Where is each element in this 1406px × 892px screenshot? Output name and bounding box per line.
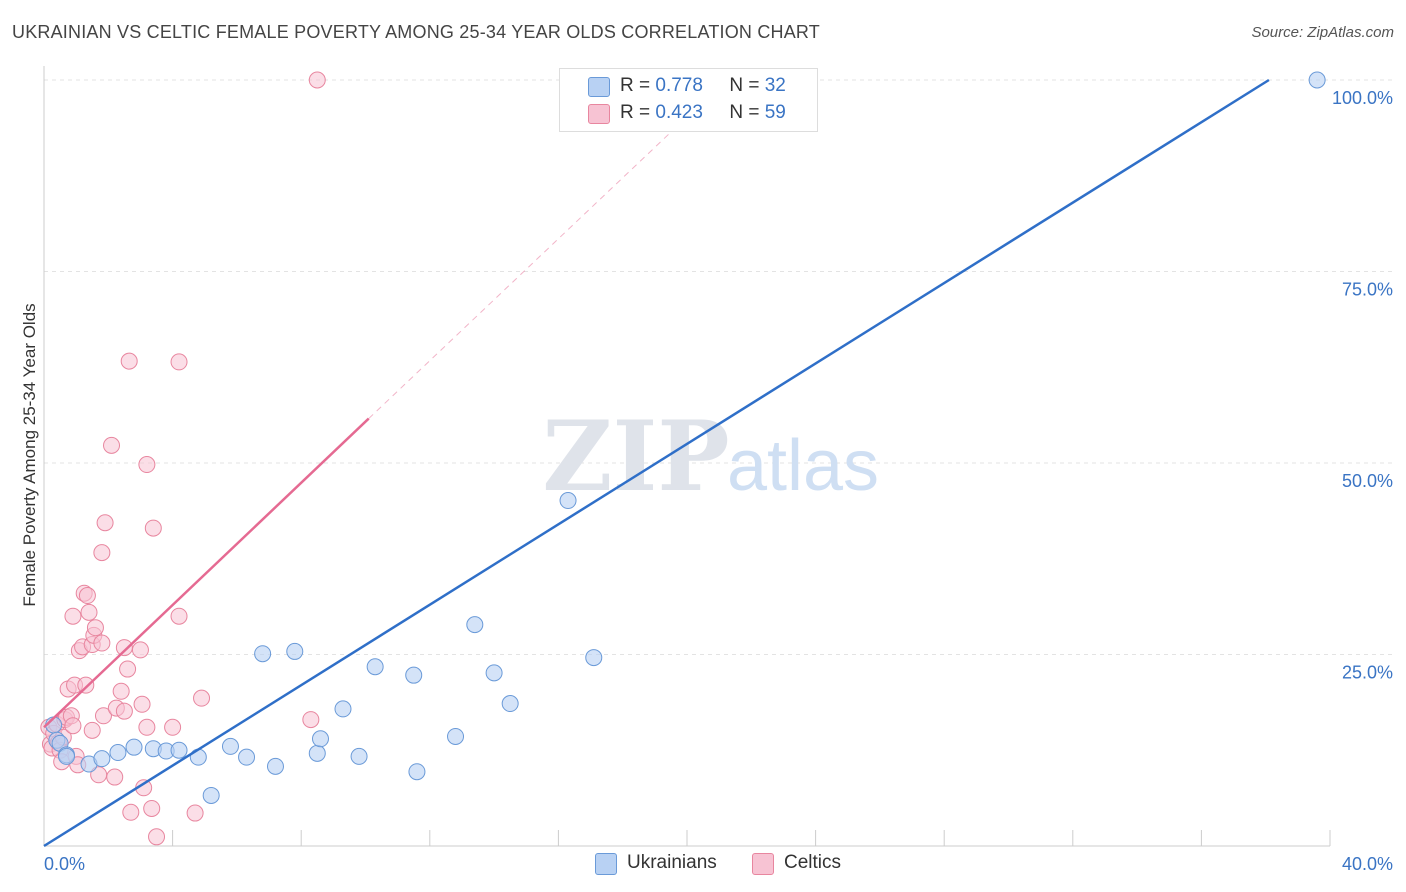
ukrainians-point [109,744,127,762]
celtics-point [103,436,121,454]
cel-n-label: N = [729,102,760,123]
celtics-point [78,587,96,605]
source-label: Source: ZipAtlas.com [1251,24,1394,41]
ukrainians-point [334,700,352,718]
correlation-legend: R = 0.778 N = 32 R = 0.423 N = 59 [559,68,818,132]
celtics-point [86,619,104,637]
celtics-point [93,544,111,562]
grid-lines [44,79,1392,655]
chart-title: UKRAINIAN VS CELTIC FEMALE POVERTY AMONG… [12,22,821,42]
ukrainians-legend-swatch [595,853,617,875]
celtics-point [77,676,95,694]
celtics-point [122,803,140,821]
celtics-point [170,353,188,371]
celtics-point [64,607,82,625]
y-tick-label: 25.0% [1342,663,1393,683]
trend-lines [43,78,1270,848]
ukr-r-label: R = [620,75,651,96]
celtics-trend-line [43,417,370,729]
tick-labels: 25.0% 50.0% 75.0% 100.0% 0.0% 40.0% [44,88,1393,874]
celtics-point [112,682,130,700]
ukrainians-point [238,748,256,766]
celtics-point [302,711,320,729]
celtics-point [93,634,111,652]
ukrainians-point [447,727,465,745]
celtics-point [186,804,204,822]
ukrainians-point [202,786,220,804]
axes [43,66,1331,847]
ukrainians-point [93,750,111,768]
ukrainians-point [125,738,143,756]
celtics-point [138,456,156,474]
ukrainians-legend-label: Ukrainians [627,852,717,873]
cel-r-value: 0.423 [655,102,703,123]
cel-r-label: R = [620,102,651,123]
celtics-point [308,71,326,89]
ukrainians-point [308,744,326,762]
celtics-point [193,689,211,707]
watermark: ZIP atlas [542,400,879,513]
celtics-point [170,607,188,625]
celtics-point [96,514,114,532]
celtics-point [143,799,161,817]
y-tick-label: 75.0% [1342,280,1393,300]
ukr-n-label: N = [729,75,760,96]
celtics-point [106,768,124,786]
celtics-legend-label: Celtics [784,852,842,873]
ukrainians-point [408,763,426,781]
ukrainians-point [501,695,519,713]
celtics-point [119,660,137,678]
celtics-point [83,721,101,739]
ukrainians-point [286,642,304,660]
ukrainians-point [485,664,503,682]
ukrainians-point [254,645,272,663]
celtics-points [40,71,326,846]
ukrainians-point [405,666,423,684]
ukrainians-point [311,730,329,748]
y-tick-label: 100.0% [1332,88,1393,108]
celtics-point [80,603,98,621]
celtics-point [144,519,162,537]
celtics-point [115,702,133,720]
ukr-n-value: 32 [764,75,786,96]
celtics-swatch [588,104,610,124]
ukrainians-point [366,658,384,676]
x-tick-label: 40.0% [1342,854,1393,874]
celtics-point [131,641,149,659]
watermark-atlas: atlas [727,426,879,506]
ukrainians-point [266,757,284,775]
ukrainians-swatch [588,77,610,97]
celtics-trend-extension [368,131,672,419]
ukrainians-point [221,737,239,755]
celtics-point [164,718,182,736]
ukrainians-points [45,71,1326,804]
x-tick-label: 0.0% [44,854,85,874]
celtics-point [64,717,82,735]
celtics-point [133,695,151,713]
ukrainians-point [350,747,368,765]
ukrainians-point [466,616,484,634]
ukrainians-point [559,492,577,510]
y-tick-label: 50.0% [1342,471,1393,491]
celtics-point [138,718,156,736]
ukrainians-trend-line [43,78,1270,848]
ukrainians-point [585,649,603,667]
celtics-point [120,352,138,370]
ukrainians-point [1308,71,1326,89]
celtics-legend-swatch [752,853,774,875]
ukrainians-point [58,747,76,765]
ukr-r-value: 0.778 [655,75,703,96]
celtics-point [115,639,133,657]
cel-n-value: 59 [764,102,786,123]
celtics-point [148,828,166,846]
celtics-point [94,707,112,725]
ukrainians-point [170,741,188,759]
